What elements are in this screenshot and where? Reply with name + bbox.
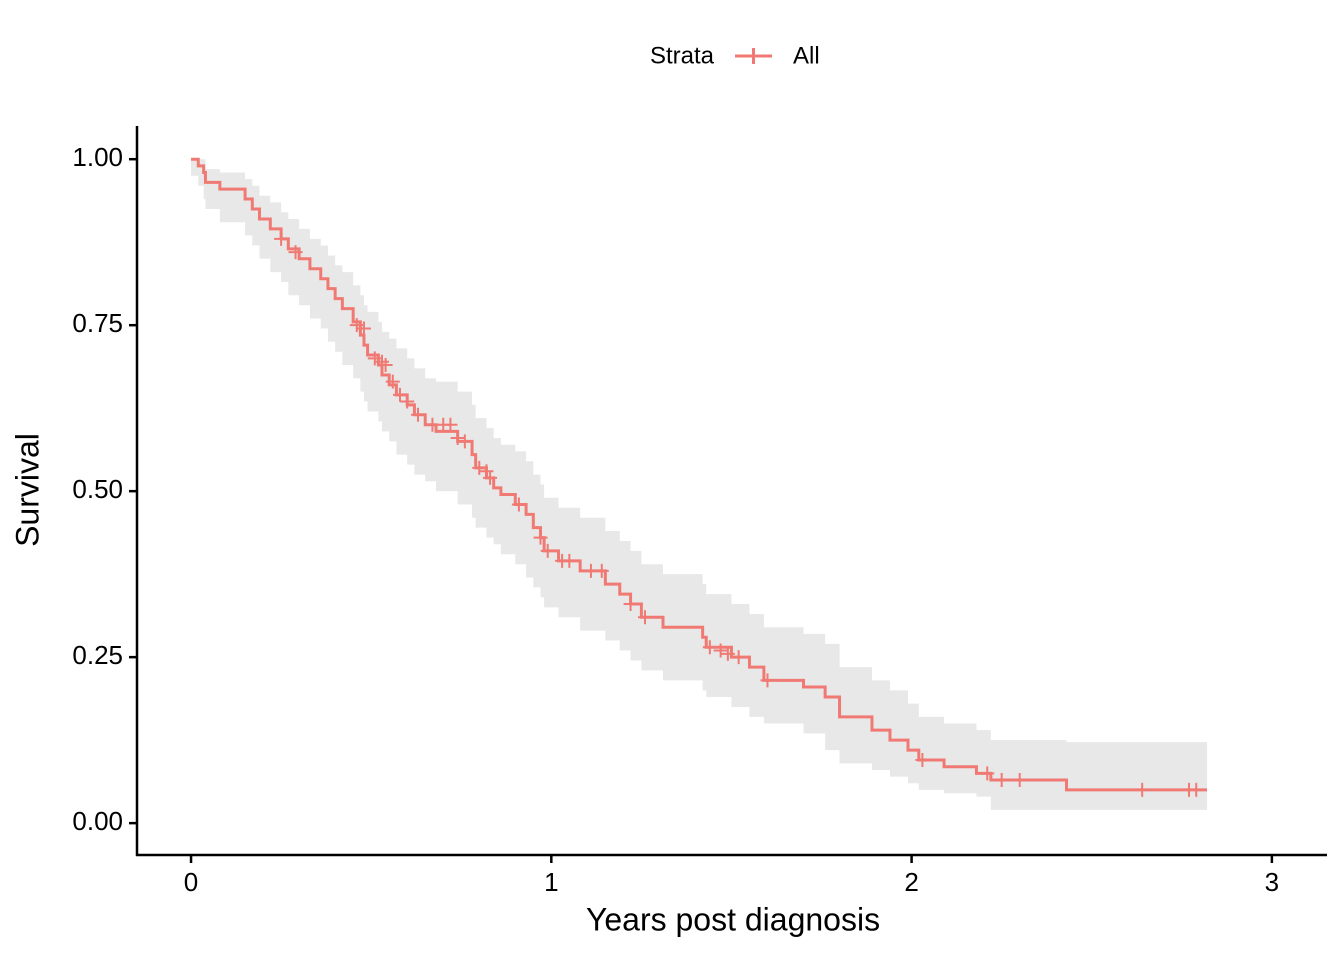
legend-key bbox=[735, 48, 772, 64]
censor-mark bbox=[980, 766, 995, 781]
censor-mark bbox=[594, 563, 609, 578]
censor-mark bbox=[623, 597, 638, 612]
x-tick-label: 3 bbox=[1265, 867, 1279, 897]
legend-title: Strata bbox=[650, 42, 715, 69]
y-tick-label: 0.00 bbox=[72, 806, 123, 836]
censor-mark bbox=[760, 673, 775, 688]
censor-mark bbox=[713, 643, 728, 658]
censor-mark bbox=[720, 646, 735, 661]
censor-mark bbox=[994, 772, 1009, 787]
censor-mark bbox=[562, 553, 577, 568]
censor-mark bbox=[385, 374, 400, 389]
censor-mark bbox=[1012, 772, 1027, 787]
x-tick-label: 1 bbox=[544, 867, 558, 897]
censor-mark bbox=[1135, 782, 1150, 797]
censor-mark bbox=[274, 231, 289, 246]
censor-mark bbox=[915, 753, 930, 768]
x-axis-title: Years post diagnosis bbox=[586, 901, 880, 937]
censor-mark bbox=[393, 387, 408, 402]
censor-mark bbox=[533, 530, 548, 545]
censor-mark bbox=[367, 351, 382, 366]
censor-mark bbox=[457, 434, 472, 449]
censor-mark bbox=[702, 640, 717, 655]
censor-mark bbox=[374, 354, 389, 369]
x-tick-label: 2 bbox=[904, 867, 918, 897]
censor-mark bbox=[356, 321, 371, 336]
censor-mark bbox=[483, 470, 498, 485]
censor-mark bbox=[443, 417, 458, 432]
y-tick-label: 0.75 bbox=[72, 308, 123, 338]
censor-mark bbox=[479, 464, 494, 479]
censor-mark bbox=[1189, 782, 1204, 797]
censor-mark bbox=[472, 460, 487, 475]
confidence-band bbox=[191, 159, 1208, 810]
censor-mark bbox=[378, 358, 393, 373]
legend-label: All bbox=[793, 42, 820, 69]
censor-mark bbox=[450, 431, 465, 446]
censor-mark bbox=[731, 650, 746, 665]
y-tick-label: 0.50 bbox=[72, 474, 123, 504]
x-tick-label: 0 bbox=[184, 867, 198, 897]
y-axis-title: Survival bbox=[9, 433, 45, 547]
censor-mark bbox=[637, 610, 652, 625]
y-tick-label: 0.25 bbox=[72, 640, 123, 670]
censor-mark bbox=[400, 394, 415, 409]
censor-mark bbox=[511, 497, 526, 512]
censor-mark bbox=[411, 407, 426, 422]
censor-mark bbox=[349, 318, 364, 333]
censor-mark bbox=[540, 543, 555, 558]
censor-mark bbox=[288, 245, 303, 260]
y-tick-label: 1.00 bbox=[72, 142, 123, 172]
survival-line bbox=[191, 157, 1208, 792]
